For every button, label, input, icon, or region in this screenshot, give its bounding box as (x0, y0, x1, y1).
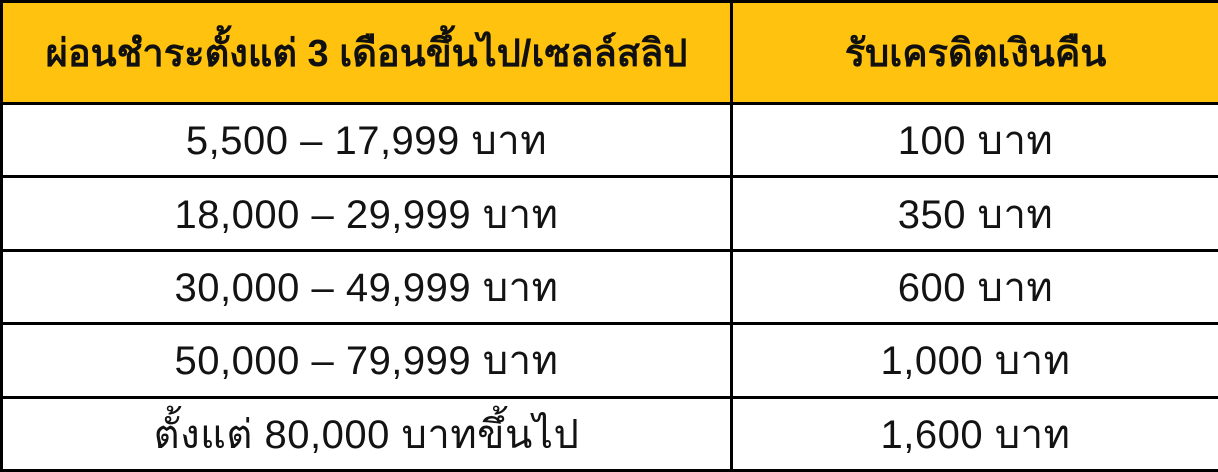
table-row: 30,000 – 49,999 บาท 600 บาท (0, 248, 1218, 326)
cell-cashback-amount: 1,600 บาท (730, 395, 1218, 472)
cell-cashback-amount: 350 บาท (730, 175, 1218, 252)
cell-installment-range: ตั้งแต่ 80,000 บาทขึ้นไป (0, 395, 733, 472)
header-cell-installment-range: ผ่อนชำระตั้งแต่ 3 เดือนขึ้นไป/เซลล์สลิป (0, 0, 733, 105)
header-cell-cashback: รับเครดิตเงินคืน (730, 0, 1218, 105)
cell-cashback-amount: 100 บาท (730, 101, 1218, 179)
table-body: 5,500 – 17,999 บาท 100 บาท 18,000 – 29,999… (0, 101, 1218, 472)
table-header-row: ผ่อนชำระตั้งแต่ 3 เดือนขึ้นไป/เซลล์สลิป … (0, 0, 1218, 105)
table-row: 18,000 – 29,999 บาท 350 บาท (0, 175, 1218, 252)
cell-installment-range: 5,500 – 17,999 บาท (0, 101, 733, 179)
cell-installment-range: 18,000 – 29,999 บาท (0, 175, 733, 252)
table-row: 50,000 – 79,999 บาท 1,000 บาท (0, 322, 1218, 399)
table-row: ตั้งแต่ 80,000 บาทขึ้นไป 1,600 บาท (0, 395, 1218, 472)
cell-installment-range: 30,000 – 49,999 บาท (0, 248, 733, 326)
cell-cashback-amount: 600 บาท (730, 248, 1218, 326)
table-row: 5,500 – 17,999 บาท 100 บาท (0, 101, 1218, 179)
cell-cashback-amount: 1,000 บาท (730, 322, 1218, 399)
cell-installment-range: 50,000 – 79,999 บาท (0, 322, 733, 399)
